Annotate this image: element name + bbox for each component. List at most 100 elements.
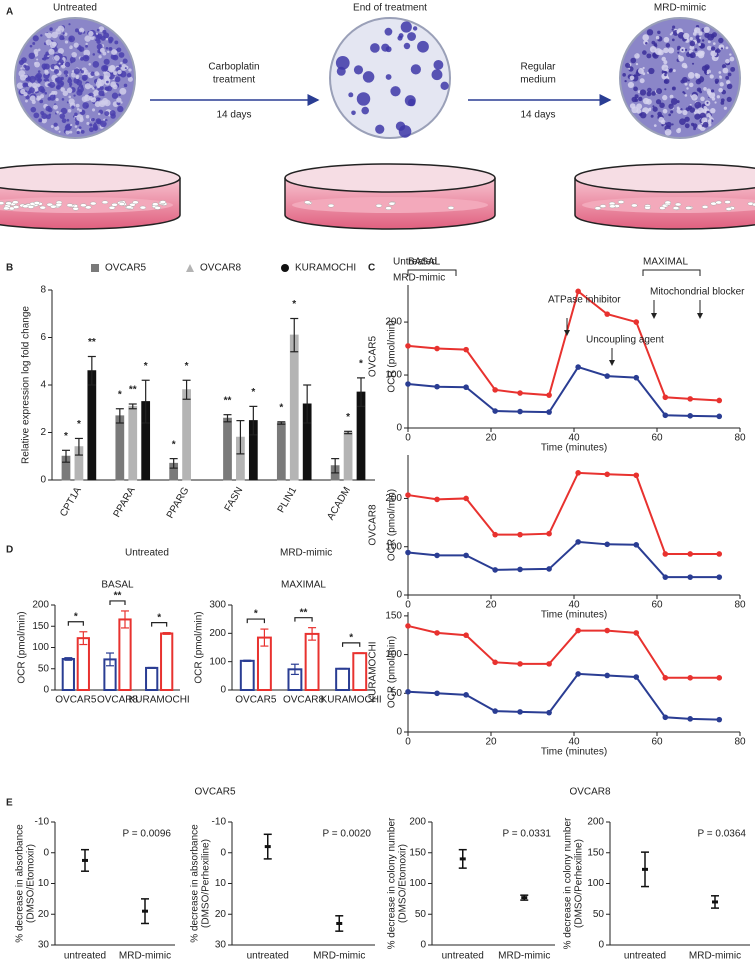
point (604, 471, 610, 478)
significance: * (251, 387, 255, 398)
cell (327, 203, 335, 208)
colony (113, 71, 117, 76)
significance: * (118, 389, 122, 400)
colony (103, 99, 111, 107)
colony (702, 121, 709, 128)
colony (659, 102, 665, 109)
chart-title: OVCAR8 (368, 504, 379, 546)
colony (29, 95, 36, 102)
significance: * (172, 439, 176, 450)
colony (646, 53, 652, 59)
colony (720, 47, 724, 50)
colony (92, 61, 100, 68)
annotation: MAXIMAL (643, 257, 688, 268)
colony (90, 71, 95, 76)
point (687, 551, 693, 557)
colony (55, 76, 63, 84)
colony (637, 68, 644, 75)
colony (704, 64, 710, 70)
y-axis-label: Relative expression log fold change (21, 306, 32, 464)
cell (108, 205, 116, 210)
colony (335, 56, 350, 70)
point (546, 409, 552, 415)
colony (31, 100, 36, 105)
colony (48, 48, 55, 55)
colony (662, 94, 668, 101)
colony (31, 82, 38, 89)
legend-marker (281, 264, 289, 272)
condition-title: MRD-mimic (654, 3, 706, 14)
error-bar (236, 420, 245, 455)
point (492, 531, 498, 538)
chart-title: OVCAR8 (569, 787, 611, 798)
cell (617, 200, 625, 204)
colony (695, 73, 701, 79)
error-bar (74, 437, 83, 456)
bar (76, 637, 90, 692)
legend-label: Untreated (125, 548, 169, 559)
colony (403, 42, 411, 50)
colony (112, 54, 119, 61)
colony (410, 64, 421, 75)
point (546, 530, 552, 537)
y-tick-label: 30 (215, 940, 227, 951)
y-axis-label: (DMSO/Etomoxir) (26, 844, 37, 923)
colony (99, 85, 104, 91)
point (546, 566, 552, 572)
cell (55, 202, 63, 207)
colony (116, 97, 122, 103)
bar (352, 652, 368, 692)
colony (706, 72, 709, 75)
colony (92, 53, 96, 56)
error-bar (277, 421, 286, 425)
colony (88, 63, 92, 66)
colony (60, 82, 64, 86)
x-tick-label: untreated (624, 951, 666, 962)
colony (671, 123, 674, 126)
y-tick-label: 0 (220, 685, 226, 696)
point (463, 346, 469, 353)
y-tick-label: 50 (593, 909, 605, 920)
chart-title: OVCAR5 (368, 336, 379, 378)
cell (50, 204, 57, 209)
point (517, 566, 523, 573)
colony (105, 37, 109, 41)
bar (335, 667, 351, 691)
colony (384, 27, 393, 36)
point (405, 549, 411, 556)
colony (85, 42, 88, 46)
colony (665, 68, 669, 72)
colony (51, 41, 57, 47)
cell (152, 202, 159, 207)
x-tick-label: MRD-mimic (313, 951, 365, 962)
point (546, 392, 552, 398)
significance: ** (300, 607, 308, 618)
colony (710, 89, 715, 93)
colony (727, 72, 732, 77)
colony (91, 108, 96, 112)
x-tick-label: 40 (568, 433, 580, 444)
point (575, 364, 581, 370)
colony (92, 125, 99, 131)
colony (83, 49, 91, 57)
colony (85, 114, 90, 119)
y-tick-label: 50 (38, 663, 50, 674)
colony (649, 45, 657, 53)
colony (686, 87, 689, 90)
colony (73, 42, 79, 48)
bar (145, 666, 159, 692)
colony (716, 95, 721, 99)
colony (33, 112, 40, 119)
error-bar (147, 666, 156, 669)
y-axis-label: (DMSO/Etomoxir) (398, 844, 409, 923)
colony (683, 92, 686, 95)
point (575, 671, 581, 677)
colony (110, 113, 116, 119)
y-tick-label: 0 (43, 685, 49, 696)
x-tick-label: untreated (64, 951, 106, 962)
colony (407, 98, 416, 107)
y-tick-label: 200 (209, 628, 226, 639)
error-bar (355, 652, 364, 655)
colony (32, 42, 36, 45)
bar (128, 405, 138, 481)
